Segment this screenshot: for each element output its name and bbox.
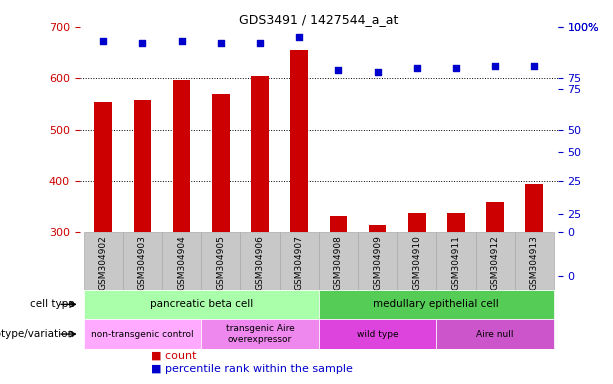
Point <box>373 69 383 75</box>
Text: Aire null: Aire null <box>476 329 514 339</box>
Bar <box>291 50 308 232</box>
Point <box>137 44 147 50</box>
Text: GSM304903: GSM304903 <box>138 235 147 290</box>
Bar <box>476 232 515 290</box>
Text: GSM304905: GSM304905 <box>216 235 226 290</box>
Point <box>412 74 422 80</box>
Point <box>98 41 108 47</box>
Point <box>294 34 304 40</box>
Bar <box>212 94 230 232</box>
Bar <box>240 232 280 290</box>
Text: GSM304908: GSM304908 <box>334 235 343 290</box>
Point <box>490 71 500 78</box>
Bar <box>486 202 504 232</box>
Title: GDS3491 / 1427544_a_at: GDS3491 / 1427544_a_at <box>239 13 398 26</box>
Bar <box>358 232 397 290</box>
Text: GSM304909: GSM304909 <box>373 235 382 290</box>
Point <box>530 71 539 78</box>
Point <box>294 36 304 43</box>
Bar <box>280 232 319 290</box>
Bar <box>436 232 476 290</box>
Text: GSM304906: GSM304906 <box>256 235 264 290</box>
Point <box>177 38 186 44</box>
Text: non-transgenic control: non-transgenic control <box>91 329 194 339</box>
Text: cell type: cell type <box>30 300 75 310</box>
Bar <box>123 232 162 290</box>
Bar <box>134 100 151 232</box>
Bar <box>408 213 425 232</box>
Text: GSM304904: GSM304904 <box>177 235 186 290</box>
Text: wild type: wild type <box>357 329 398 339</box>
Point <box>530 63 539 69</box>
Point <box>333 76 343 83</box>
Point <box>177 41 186 47</box>
Bar <box>83 290 319 319</box>
Point <box>255 40 265 46</box>
Point <box>255 44 265 50</box>
Point <box>451 65 461 71</box>
Bar <box>319 232 358 290</box>
Bar <box>173 80 191 232</box>
Text: transgenic Aire
overexpressor: transgenic Aire overexpressor <box>226 324 294 344</box>
Bar <box>83 319 201 349</box>
Point <box>137 40 147 46</box>
Point <box>373 79 383 85</box>
Point <box>216 40 226 46</box>
Bar <box>83 232 123 290</box>
Point <box>333 67 343 73</box>
Text: medullary epithelial cell: medullary epithelial cell <box>373 300 499 310</box>
Bar <box>319 290 554 319</box>
Bar <box>525 184 543 232</box>
Text: GSM304912: GSM304912 <box>490 235 500 290</box>
Bar <box>201 319 319 349</box>
Bar <box>397 232 436 290</box>
Point <box>98 38 108 44</box>
Point <box>490 63 500 69</box>
Bar <box>447 213 465 232</box>
Point <box>412 65 422 71</box>
Text: genotype/variation: genotype/variation <box>0 329 75 339</box>
Bar <box>436 319 554 349</box>
Bar <box>330 216 347 232</box>
Text: ■ count: ■ count <box>151 351 197 361</box>
Point <box>451 74 461 80</box>
Text: GSM304911: GSM304911 <box>451 235 460 290</box>
Text: GSM304910: GSM304910 <box>412 235 421 290</box>
Bar <box>94 103 112 232</box>
Bar <box>201 232 240 290</box>
Text: pancreatic beta cell: pancreatic beta cell <box>150 300 253 310</box>
Bar <box>319 319 436 349</box>
Bar <box>369 225 386 232</box>
Bar <box>162 232 201 290</box>
Point <box>216 44 226 50</box>
Text: GSM304902: GSM304902 <box>99 235 108 290</box>
Text: GSM304913: GSM304913 <box>530 235 539 290</box>
Text: ■ percentile rank within the sample: ■ percentile rank within the sample <box>151 364 353 374</box>
Bar <box>251 76 268 232</box>
Text: GSM304907: GSM304907 <box>295 235 303 290</box>
Bar <box>515 232 554 290</box>
